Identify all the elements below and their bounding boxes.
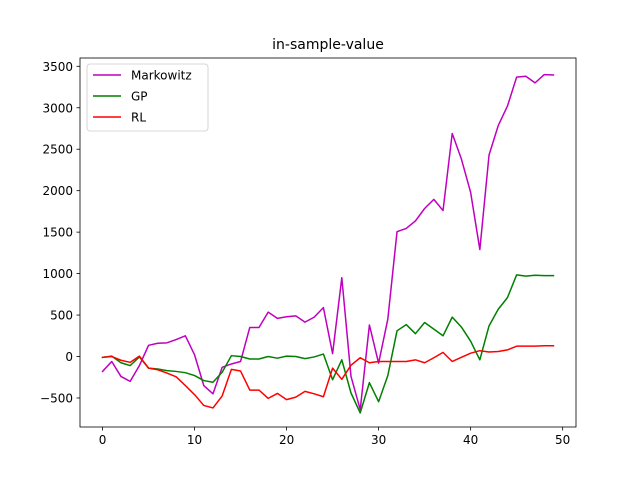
legend-label-markowitz: Markowitz [131, 69, 192, 83]
y-tick-label: 500 [50, 309, 73, 323]
y-tick-label: 1500 [42, 226, 73, 240]
y-tick-label: 1000 [42, 267, 73, 281]
x-tick-label: 0 [99, 433, 107, 447]
legend: Markowitz GP RL [86, 63, 209, 132]
y-tick-label: 2000 [42, 184, 73, 198]
x-tick-label: 30 [371, 433, 386, 447]
legend-label-rl: RL [131, 111, 146, 125]
y-tick-label: 2500 [42, 143, 73, 157]
y-tick-label: 0 [65, 350, 73, 364]
x-tick-label: 50 [555, 433, 570, 447]
y-tick-label: 3500 [42, 60, 73, 74]
series-line-gp [101, 274, 555, 414]
series-line-markowitz [101, 73, 555, 411]
legend-label-gp: GP [131, 90, 148, 104]
x-tick-label: 10 [187, 433, 202, 447]
series-line-rl [101, 344, 555, 409]
axes: 0 10 20 30 40 50 −500 0 500 1000 1500 2000 2500 3000 3… [40, 57, 577, 447]
series-lines [101, 73, 555, 414]
x-tick-label: 20 [279, 433, 294, 447]
chart-title: in-sample-value [272, 37, 384, 53]
plot-frame [79, 57, 577, 428]
x-tick-label: 40 [463, 433, 478, 447]
y-tick-label: −500 [40, 391, 73, 405]
legend-box [86, 63, 209, 132]
y-tick-label: 3000 [42, 101, 73, 115]
